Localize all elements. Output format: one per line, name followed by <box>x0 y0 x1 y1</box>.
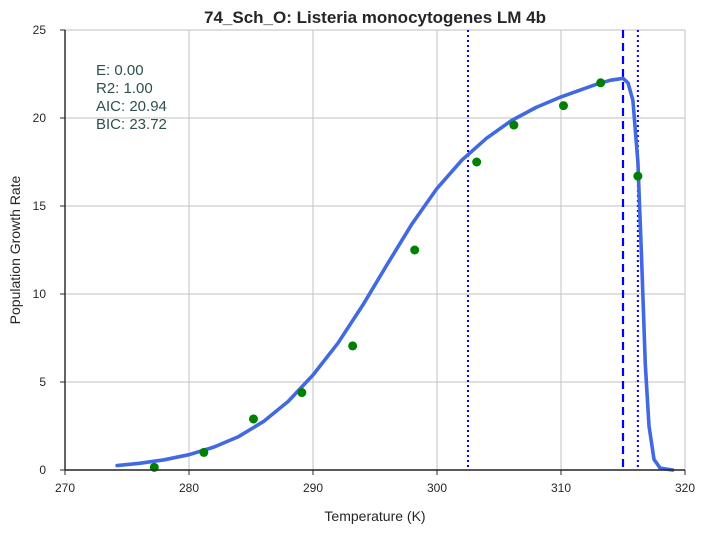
stat-line: R2: 1.00 <box>96 80 153 97</box>
data-point <box>509 120 519 130</box>
data-point <box>348 341 358 351</box>
data-point <box>410 245 420 255</box>
x-tick-label: 300 <box>427 481 447 495</box>
tick-labels: 270 280 290 300 310 320 0 5 10 15 20 25 <box>33 23 696 495</box>
x-tick-label: 320 <box>675 481 695 495</box>
x-tick-label: 310 <box>551 481 571 495</box>
y-tick-label: 10 <box>33 287 47 301</box>
x-tick-label: 270 <box>55 481 75 495</box>
data-point <box>633 171 643 181</box>
y-tick-label: 15 <box>33 199 47 213</box>
vertical-markers <box>467 30 639 470</box>
fitted-curve-layer <box>115 76 675 472</box>
y-tick-label: 0 <box>39 463 46 477</box>
x-tick-label: 280 <box>179 481 199 495</box>
y-tick-label: 20 <box>33 111 47 125</box>
x-tick-label: 290 <box>303 481 323 495</box>
y-tick-label: 25 <box>33 23 47 37</box>
stat-line: BIC: 23.72 <box>96 116 167 133</box>
data-point <box>248 414 258 424</box>
data-point <box>558 101 568 111</box>
data-point <box>596 78 606 88</box>
fitted-curve <box>115 76 675 472</box>
chart-title: 74_Sch_O: Listeria monocytogenes LM 4b <box>204 8 546 27</box>
stat-line: AIC: 20.94 <box>96 98 167 115</box>
axes <box>60 29 686 475</box>
y-tick-label: 5 <box>39 375 46 389</box>
grid <box>64 29 686 471</box>
data-points <box>149 78 643 472</box>
y-axis-label: Population Growth Rate <box>7 175 23 324</box>
x-axis-label: Temperature (K) <box>324 508 425 524</box>
data-point <box>199 447 209 457</box>
data-point <box>297 388 307 398</box>
stat-line: E: 0.00 <box>96 62 144 79</box>
data-point <box>472 157 482 167</box>
